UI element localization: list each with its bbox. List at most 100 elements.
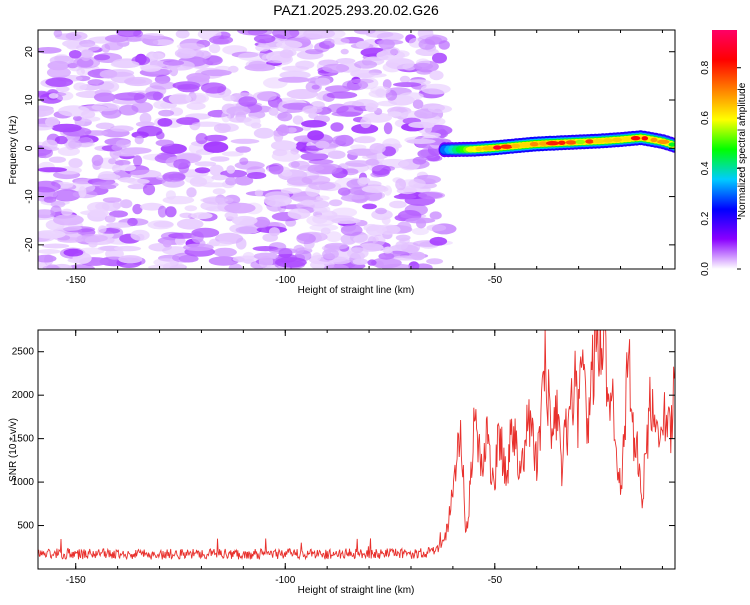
heatmap-noise-cell xyxy=(356,72,387,78)
heatmap-noise-cell xyxy=(113,245,142,252)
chart-title: PAZ1.2025.293.20.02.G26 xyxy=(273,2,439,18)
heatmap-noise-cell xyxy=(186,102,206,110)
heatmap-noise-cell xyxy=(252,91,277,101)
heatmap-noise-cell xyxy=(268,163,284,175)
heatmap-noise-cell xyxy=(235,237,247,250)
heatmap-noise-cell xyxy=(301,199,315,206)
heatmap-noise-cell xyxy=(286,127,297,133)
heatmap-noise-cell xyxy=(427,105,453,113)
heatmap-noise-cell xyxy=(253,34,276,44)
heatmap-ridge-peak xyxy=(519,142,531,148)
heatmap-noise-cell xyxy=(54,33,82,41)
heatmap-noise-cell xyxy=(345,160,372,167)
heatmap-noise-cell xyxy=(133,155,143,167)
heatmap-noise-cell xyxy=(270,140,297,151)
heatmap-ridge-peak xyxy=(641,136,649,141)
heatmap-noise-cell xyxy=(38,254,57,263)
heatmap-noise-cell xyxy=(287,208,311,220)
colorbar: 0.0 0.2 0.4 0.6 0.8 Normalized spectral ampl… xyxy=(700,30,748,276)
heatmap-noise-cell xyxy=(426,224,447,232)
heatmap-noise-cell xyxy=(361,185,389,193)
heatmap-noise-cell xyxy=(315,195,330,201)
heatmap-noise-cell xyxy=(362,203,377,210)
heatmap-noise-cell xyxy=(376,32,404,41)
heatmap-noise-cell xyxy=(244,63,276,72)
heatmap-noise-cell xyxy=(45,77,74,87)
y-tick-label: 500 xyxy=(17,521,34,532)
heatmap-ridge-peak xyxy=(482,146,495,151)
heatmap-noise-cell xyxy=(78,247,105,255)
heatmap-noise-cell xyxy=(375,207,387,215)
heatmap-noise-cell xyxy=(329,199,343,207)
heatmap-noise-cell xyxy=(393,82,422,88)
heatmap-noise-cell xyxy=(221,111,231,123)
heatmap-noise-cell xyxy=(429,211,442,220)
heatmap-noise-cell xyxy=(331,207,358,218)
heatmap-noise-cell xyxy=(153,100,172,110)
heatmap-noise-cell xyxy=(91,154,104,166)
x-tick-label: -100 xyxy=(275,575,295,586)
heatmap-noise-cell xyxy=(48,93,59,99)
heatmap-noise-cell xyxy=(174,48,197,59)
heatmap-noise-cell xyxy=(104,215,116,223)
heatmap-noise-cell xyxy=(278,76,310,83)
heatmap-noise-cell xyxy=(412,99,424,110)
heatmap-noise-cell xyxy=(48,156,66,163)
heatmap-noise-cell xyxy=(98,225,107,234)
heatmap-noise-cell xyxy=(355,135,376,144)
heatmap-noise-cell xyxy=(76,67,85,76)
heatmap-noise-cell xyxy=(352,258,368,265)
heatmap-noise-cell xyxy=(200,82,227,94)
heatmap-ridge-peak xyxy=(529,142,539,147)
snr-ylabel: SNR (10 * v/v) xyxy=(8,418,19,482)
heatmap-noise-cell xyxy=(91,181,119,188)
heatmap-noise-cell xyxy=(78,186,87,198)
heatmap-noise-cell xyxy=(365,102,378,113)
colorbar-tick-label: 0.4 xyxy=(700,161,711,175)
y-tick-label: 10 xyxy=(24,94,35,106)
heatmap-noise-cell xyxy=(175,30,190,39)
heatmap-noise-cell xyxy=(354,30,376,35)
heatmap-noise-cell xyxy=(396,221,412,234)
heatmap-noise-cell xyxy=(331,217,361,224)
spectrogram-frame xyxy=(37,29,676,270)
y-tick-label: 1000 xyxy=(12,477,35,488)
heatmap-noise-cell xyxy=(253,216,271,228)
heatmap-noise-cell xyxy=(51,123,82,133)
heatmap-noise-cell xyxy=(279,49,294,59)
heatmap-noise-cell xyxy=(429,70,444,81)
heatmap-noise-cell xyxy=(220,169,248,178)
heatmap-noise-cell xyxy=(42,139,58,150)
colorbar-tick-label: 0.6 xyxy=(700,111,711,125)
heatmap-noise-cell xyxy=(126,178,150,185)
heatmap-noise-cell xyxy=(231,215,258,226)
heatmap-noise-cell xyxy=(162,246,189,256)
heatmap-noise-cell xyxy=(253,252,279,260)
heatmap-noise-cell xyxy=(66,264,95,269)
heatmap-noise-cell xyxy=(377,100,397,107)
heatmap-noise-cell xyxy=(340,233,357,245)
heatmap-ridge-peak xyxy=(657,139,670,144)
heatmap-noise-cell xyxy=(323,264,349,269)
y-tick-label: 20 xyxy=(24,46,35,58)
heatmap-noise-cell xyxy=(326,91,358,99)
heatmap-noise-cell xyxy=(238,96,258,107)
snr-xlabel: Height of straight line (km) xyxy=(298,585,415,596)
heatmap-noise-cell xyxy=(378,39,395,50)
heatmap-ridge-peak xyxy=(475,146,483,152)
heatmap-noise-cell xyxy=(351,123,379,134)
heatmap-noise-cell xyxy=(424,36,442,45)
heatmap-noise-cell xyxy=(413,62,434,70)
heatmap-noise-cell xyxy=(191,227,220,238)
heatmap-noise-cell xyxy=(163,173,174,182)
heatmap-noise-cell xyxy=(324,242,349,250)
heatmap-noise-cell xyxy=(186,187,197,198)
heatmap-noise-cell xyxy=(112,201,122,209)
heatmap-noise-cell xyxy=(157,205,167,218)
snr-frame xyxy=(37,329,676,570)
heatmap-noise-cell xyxy=(322,63,350,73)
heatmap-noise-cell xyxy=(301,120,327,128)
heatmap-noise-cell xyxy=(195,133,208,145)
heatmap-noise-cell xyxy=(194,161,217,167)
heatmap-noise-cell xyxy=(130,229,150,241)
